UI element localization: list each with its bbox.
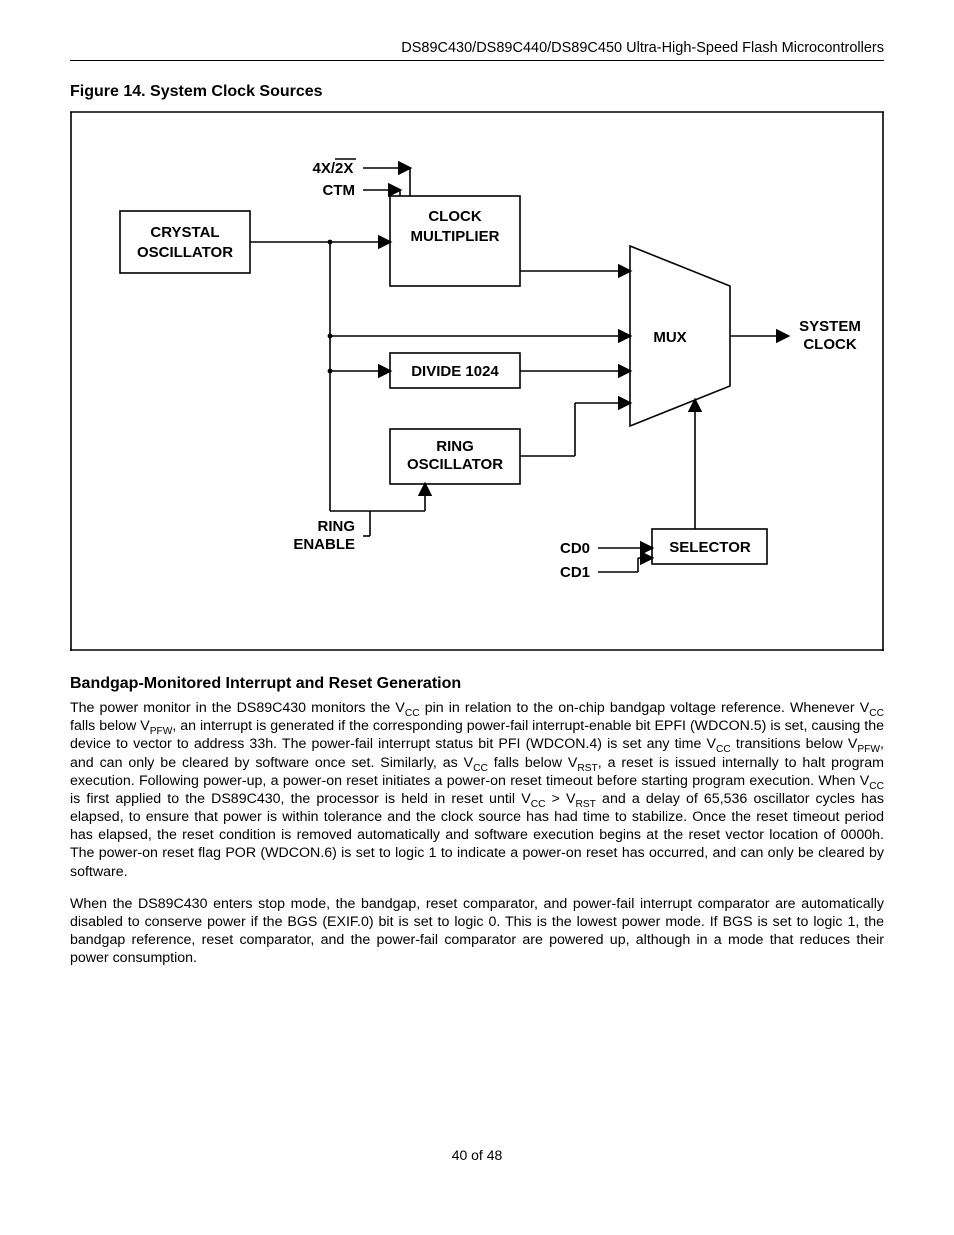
clockmult-label-1: CLOCK — [428, 208, 481, 225]
ctm-label: CTM — [323, 182, 356, 199]
paragraph-2: When the DS89C430 enters stop mode, the … — [70, 895, 884, 968]
figure-diagram: CRYSTAL OSCILLATOR CLOCK MULTIPLIER DIVI… — [70, 111, 884, 651]
page-footer: 40 of 48 — [70, 1147, 884, 1163]
mux-label: MUX — [653, 329, 686, 346]
page-header: DS89C430/DS89C440/DS89C450 Ultra-High-Sp… — [70, 40, 884, 61]
page: DS89C430/DS89C440/DS89C450 Ultra-High-Sp… — [0, 0, 954, 1203]
ringosc-label-1: RING — [436, 438, 474, 455]
sig-4x: 4X/ — [312, 160, 335, 177]
paragraph-1: The power monitor in the DS89C430 monito… — [70, 699, 884, 881]
cd1-label: CD1 — [560, 564, 590, 581]
sig-2x: 2X — [335, 160, 353, 177]
crystal-label-2: OSCILLATOR — [137, 244, 233, 261]
cd0-label: CD0 — [560, 540, 590, 557]
divide-label: DIVIDE 1024 — [411, 363, 499, 380]
section-title: Bandgap-Monitored Interrupt and Reset Ge… — [70, 675, 884, 693]
sysclk-label-2: CLOCK — [803, 336, 856, 353]
figure-title: Figure 14. System Clock Sources — [70, 83, 884, 101]
selector-label: SELECTOR — [669, 539, 751, 556]
clockmult-label-2: MULTIPLIER — [411, 228, 500, 245]
sysclk-label-1: SYSTEM — [799, 318, 861, 335]
ring-enable-2: ENABLE — [293, 536, 355, 553]
crystal-label-1: CRYSTAL — [150, 224, 219, 241]
ringosc-label-2: OSCILLATOR — [407, 456, 503, 473]
ring-enable-1: RING — [318, 518, 356, 535]
